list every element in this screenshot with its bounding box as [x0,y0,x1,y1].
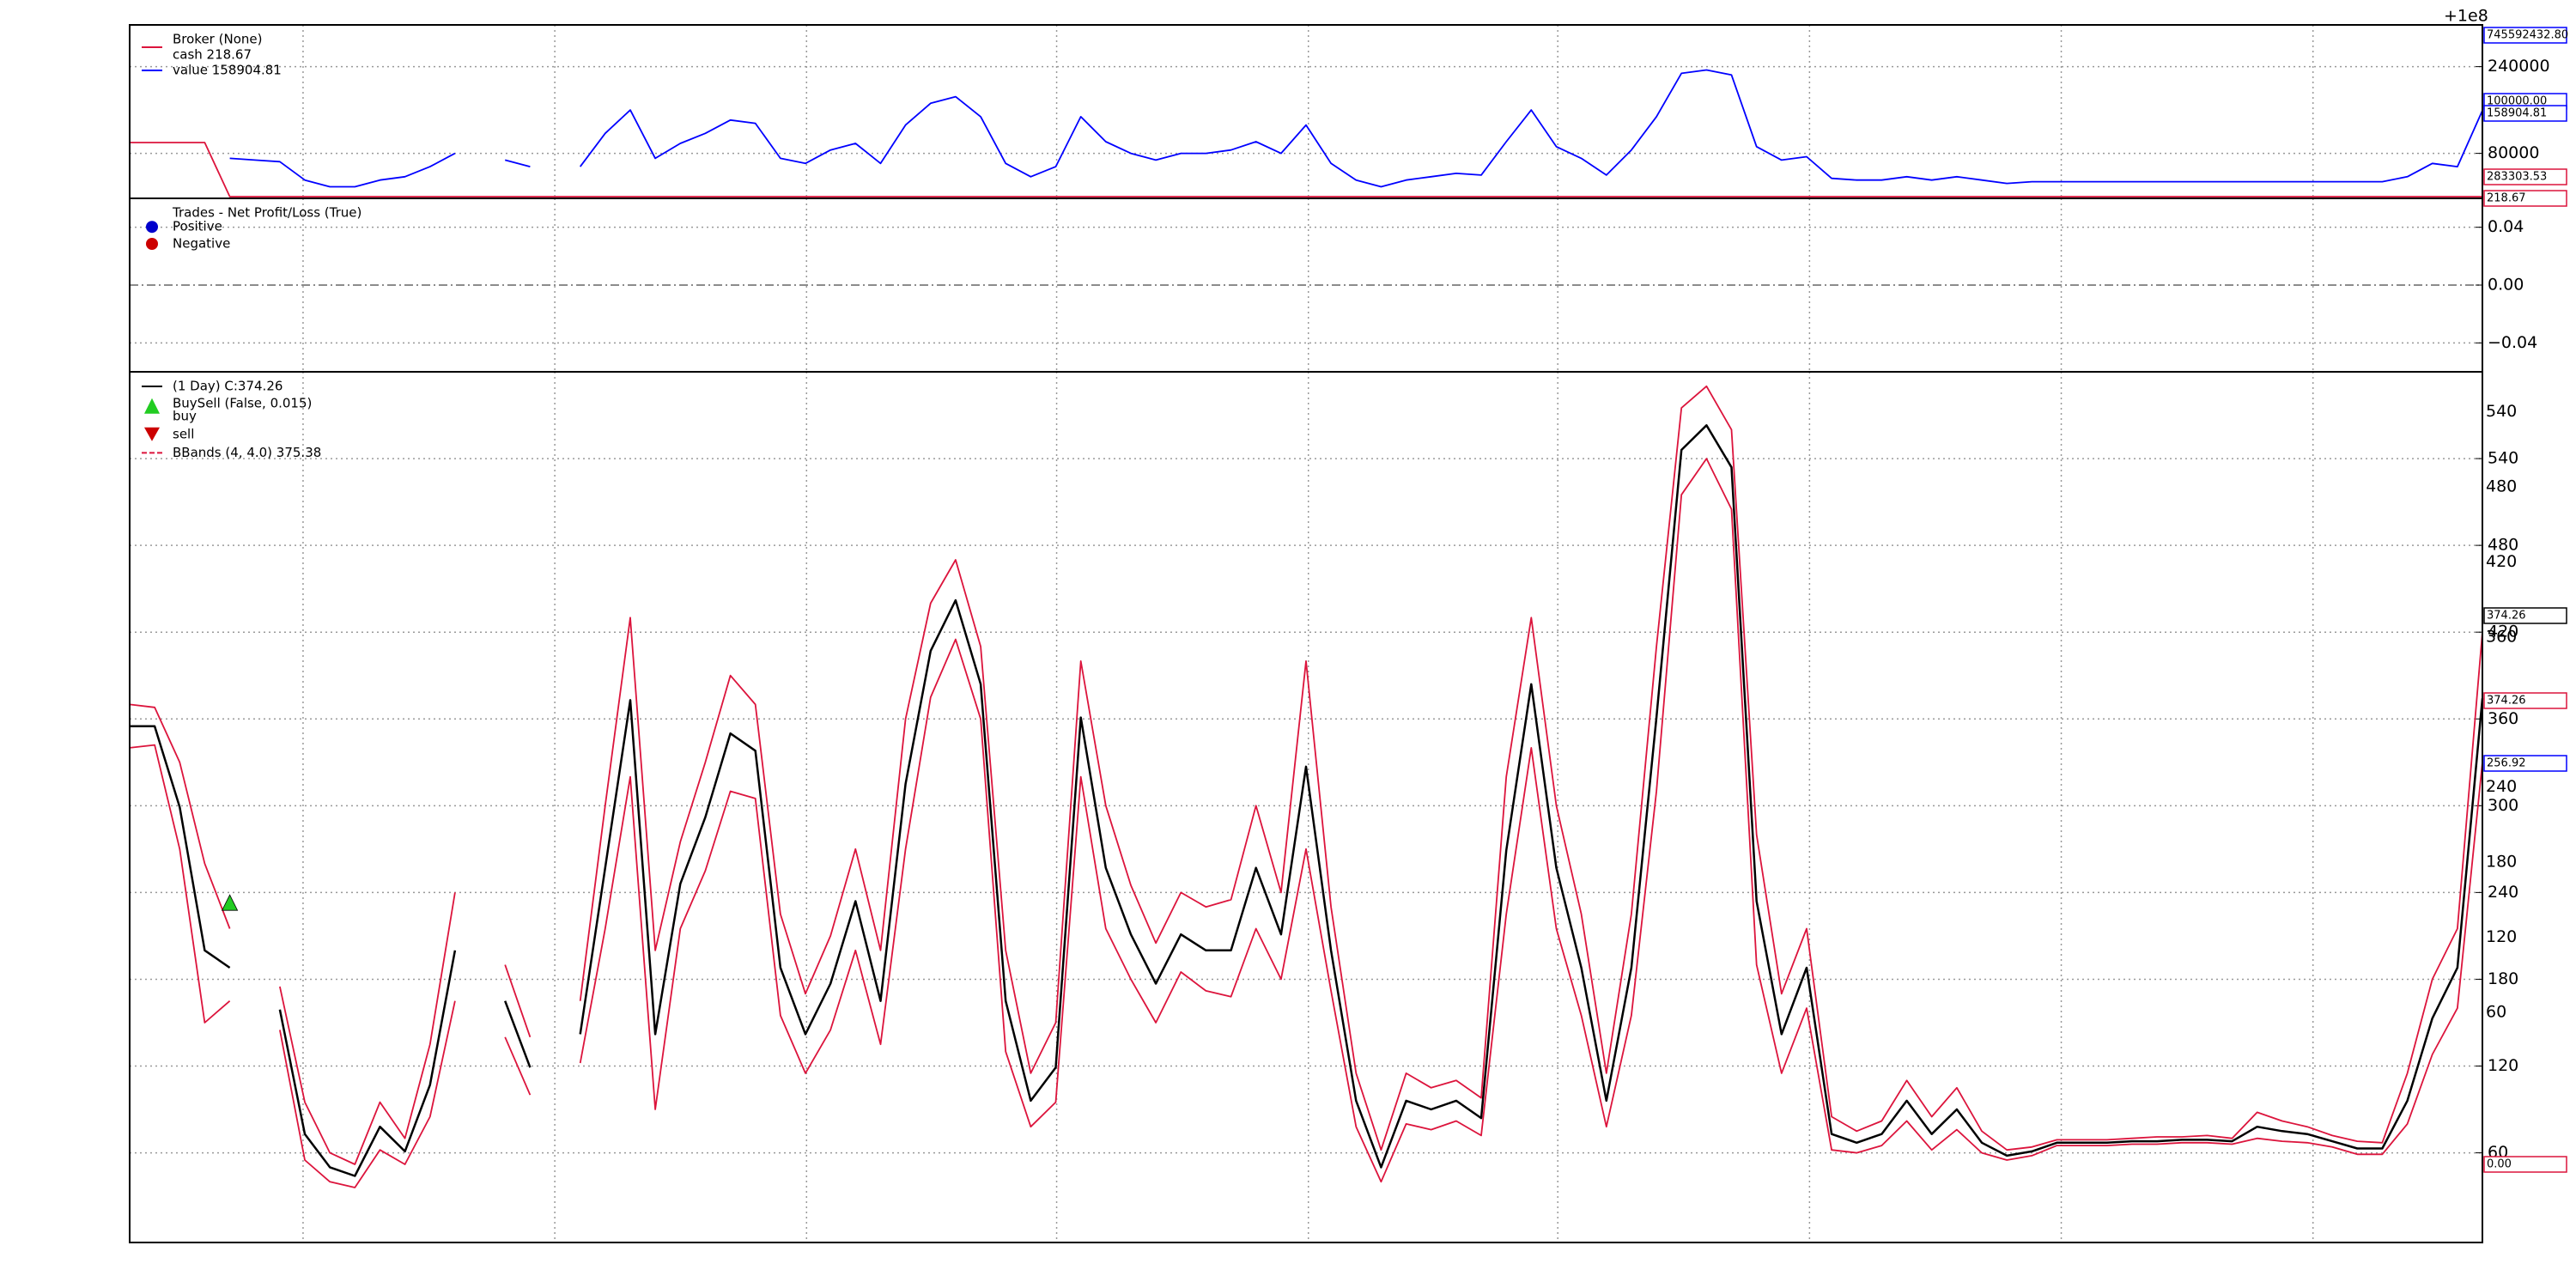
value-box-label: 374.26 [2487,610,2526,623]
legend-label: Trades - Net Profit/Loss (True) [172,205,361,221]
legend-label: BuySell (False, 0.015) [173,395,312,410]
value-box [2483,607,2567,624]
value-box-label: 256.92 [2487,757,2526,770]
series-line [130,142,2482,197]
legend-label: buy [173,408,197,423]
y-tick-label: 240000 [2488,57,2550,76]
y2-tick-label: 360 [2486,627,2517,646]
y-tick-label: 0.04 [2488,217,2524,236]
value-box [2483,1156,2567,1173]
legend-label: Positive [173,219,222,234]
legend-label: value 158904.81 [173,63,282,78]
y2-tick-label: 240 [2486,777,2517,796]
y-tick-label: 300 [2488,796,2518,815]
band-lower-line [129,458,2483,1188]
axis-offset: +1e8 [2444,7,2488,26]
legend-label: BBands (4, 4.0) 375.38 [173,445,321,460]
panel-frame [129,24,2483,199]
series-line [229,69,2483,188]
y2-tick-label: 120 [2486,927,2517,946]
value-box-label: 100000.00 [2487,95,2547,108]
y-tick-label: −0.04 [2488,333,2537,352]
legend-dot [146,238,158,250]
value-box-label: 283303.53 [2487,171,2547,184]
value-box-label: 374.26 [2487,695,2526,708]
value-box-label: 0.00 [2487,1158,2512,1171]
legend-label: Negative [173,236,230,252]
y2-tick-label: 480 [2486,477,2517,496]
y-tick-label: 240 [2488,883,2518,902]
value-box [2483,190,2567,207]
y-tick-label: 420 [2488,623,2518,641]
buy-marker [221,894,239,911]
series-line [129,385,2483,1165]
value-box [2483,692,2567,709]
value-box [2483,755,2567,772]
y2-tick-label: 540 [2486,402,2517,421]
legend-buy [144,398,160,414]
value-box [2483,105,2567,122]
legend-label: cash 218.67 [173,47,252,63]
y-tick-label: 180 [2488,969,2518,988]
legend-sell [144,427,160,441]
value-box [2483,27,2567,44]
value-box [2483,168,2567,185]
value-box-label: 158904.81 [2487,107,2547,120]
y-tick-label: 120 [2488,1056,2518,1075]
legend-label: Broker (None) [173,32,262,47]
y-tick-label: 360 [2488,709,2518,728]
panel-frame [129,371,2483,1243]
y-tick-label: 80000 [2488,143,2539,162]
legend-dot [146,221,158,234]
y2-tick-label: 420 [2486,552,2517,571]
y-tick-label: 480 [2488,536,2518,555]
y2-tick-label: 180 [2486,853,2517,872]
series-line [130,424,2484,1177]
legend-label: (1 Day) C:374.26 [173,379,283,394]
value-box-label: 218.67 [2487,192,2526,205]
value-box-label: 745592432.80 [2487,29,2568,42]
y-tick-label: 540 [2488,449,2518,468]
legend-label: sell [173,426,194,441]
y-tick-label: 0.00 [2488,276,2524,295]
y2-tick-label: 60 [2486,1002,2506,1021]
